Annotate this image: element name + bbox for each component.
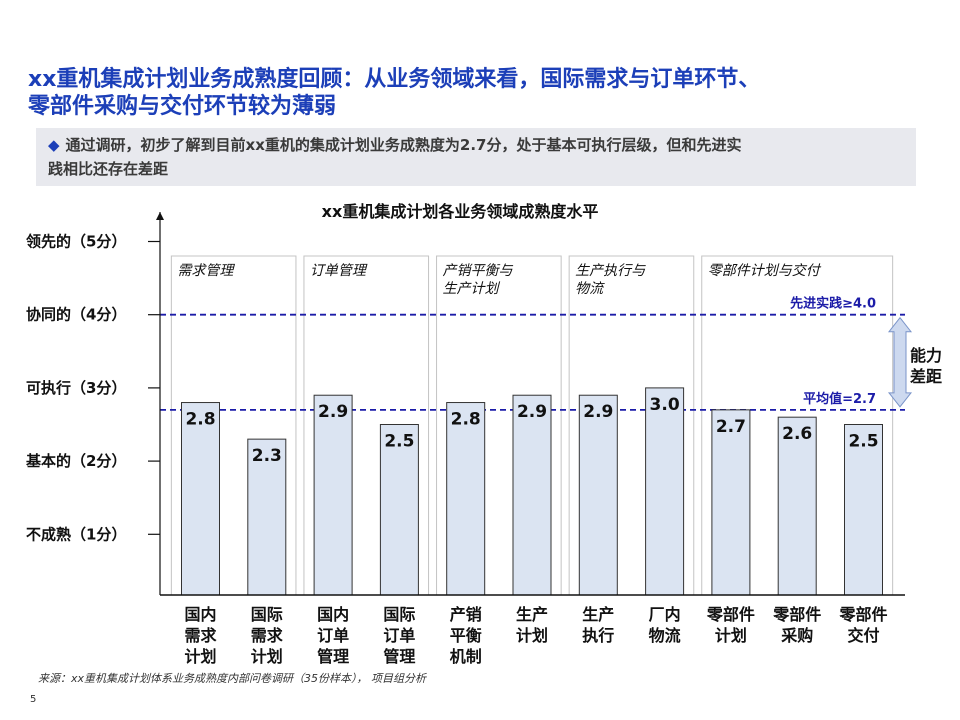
- data-label: 2.6: [782, 424, 812, 444]
- summary-text-1: 通过调研，初步了解到目前xx重机的集成计划业务成熟度为2.7分，处于基本可执行层…: [65, 136, 742, 154]
- x-tick-label: 采购: [780, 626, 813, 645]
- data-label: 2.5: [384, 432, 414, 452]
- x-tick-label: 国内: [317, 605, 349, 624]
- gap-label: 能力: [910, 346, 942, 365]
- x-tick-label: 物流: [649, 626, 681, 645]
- data-label: 3.0: [650, 395, 680, 415]
- title-line-1: xx重机集成计划业务成熟度回顾：从业务领域来看，国际需求与订单环节、: [28, 67, 761, 92]
- reference-label: 平均值=2.7: [803, 391, 876, 407]
- gap-label: 差距: [910, 367, 942, 386]
- group-label: 产销平衡与: [443, 263, 514, 279]
- summary-box: ◆ 通过调研，初步了解到目前xx重机的集成计划业务成熟度为2.7分，处于基本可执行…: [36, 128, 916, 186]
- x-tick-label: 国际: [383, 605, 415, 624]
- y-tick-label: 不成熟（1分）: [26, 525, 126, 543]
- y-tick-label: 领先的（5分）: [25, 233, 126, 251]
- bar: [711, 409, 751, 596]
- bar: [379, 424, 419, 596]
- bar: [578, 394, 618, 596]
- x-tick-label: 计划: [184, 647, 216, 666]
- x-tick-label: 订单: [317, 626, 349, 645]
- x-tick-label: 交付: [847, 626, 879, 645]
- x-tick-label: 管理: [317, 647, 349, 666]
- y-tick-label: 协同的（4分）: [26, 306, 126, 324]
- x-tick-label: 需求: [251, 626, 284, 645]
- x-tick-label: 计划: [516, 626, 548, 645]
- data-label: 2.7: [716, 417, 746, 437]
- bar: [247, 438, 287, 596]
- bar: [844, 424, 883, 596]
- x-tick-label: 计划: [715, 626, 747, 645]
- reference-label: 先进实践≥4.0: [790, 296, 876, 312]
- group-label: 生产执行与: [575, 263, 646, 279]
- diamond-bullet-icon: ◆: [48, 136, 60, 154]
- group-label: 需求管理: [177, 263, 235, 279]
- x-tick-label: 国际: [251, 605, 283, 624]
- y-axis-arrow-icon: [156, 212, 164, 220]
- data-label: 2.9: [583, 402, 613, 422]
- gap-arrow-icon: [887, 316, 913, 408]
- group-label: 物流: [575, 281, 605, 297]
- x-tick-label: 零部件: [706, 605, 755, 624]
- data-label: 2.9: [318, 402, 348, 422]
- x-tick-label: 管理: [383, 647, 415, 666]
- title-line-2: 零部件采购与交付环节较为薄弱: [28, 94, 337, 119]
- x-tick-label: 国内: [184, 605, 216, 624]
- bar: [181, 402, 220, 596]
- page-title: xx重机集成计划业务成熟度回顾：从业务领域来看，国际需求与订单环节、 零部件采购…: [28, 66, 938, 120]
- chart-title: xx重机集成计划各业务领域成熟度水平: [321, 202, 599, 221]
- bar: [512, 394, 552, 596]
- data-label: 2.5: [848, 432, 878, 452]
- x-tick-label: 零部件: [772, 605, 821, 624]
- page-number: 5: [30, 694, 37, 705]
- x-tick-label: 生产: [516, 605, 548, 624]
- x-tick-label: 零部件: [838, 605, 887, 624]
- x-tick-label: 计划: [251, 647, 283, 666]
- source-note: 来源：xx重机集成计划体系业务成熟度内部问卷调研（35份样本）， 项目组分析: [38, 672, 427, 685]
- y-tick-label: 可执行（3分）: [26, 379, 126, 397]
- bar: [777, 416, 817, 596]
- data-label: 2.8: [451, 410, 481, 430]
- x-tick-label: 厂内: [649, 605, 681, 624]
- x-tick-label: 平衡: [450, 626, 482, 645]
- data-label: 2.8: [185, 410, 215, 430]
- group-label: 订单管理: [310, 263, 368, 279]
- x-tick-label: 机制: [450, 647, 482, 666]
- x-tick-label: 生产: [582, 605, 614, 624]
- bar: [645, 387, 685, 596]
- summary-line-2: 践相比还存在差距: [48, 160, 169, 178]
- x-tick-label: 需求: [184, 626, 217, 645]
- summary-line-1: ◆ 通过调研，初步了解到目前xx重机的集成计划业务成熟度为2.7分，处于基本可执行…: [48, 133, 904, 157]
- group-label: 零部件计划与交付: [708, 263, 822, 279]
- x-tick-label: 订单: [383, 626, 415, 645]
- x-tick-label: 执行: [582, 626, 614, 645]
- bar: [446, 402, 486, 596]
- y-tick-label: 基本的（2分）: [25, 452, 126, 470]
- data-label: 2.9: [517, 402, 547, 422]
- group-label: 生产计划: [443, 281, 501, 297]
- bar: [313, 394, 353, 596]
- data-label: 2.3: [252, 446, 282, 466]
- x-tick-label: 产销: [450, 605, 482, 624]
